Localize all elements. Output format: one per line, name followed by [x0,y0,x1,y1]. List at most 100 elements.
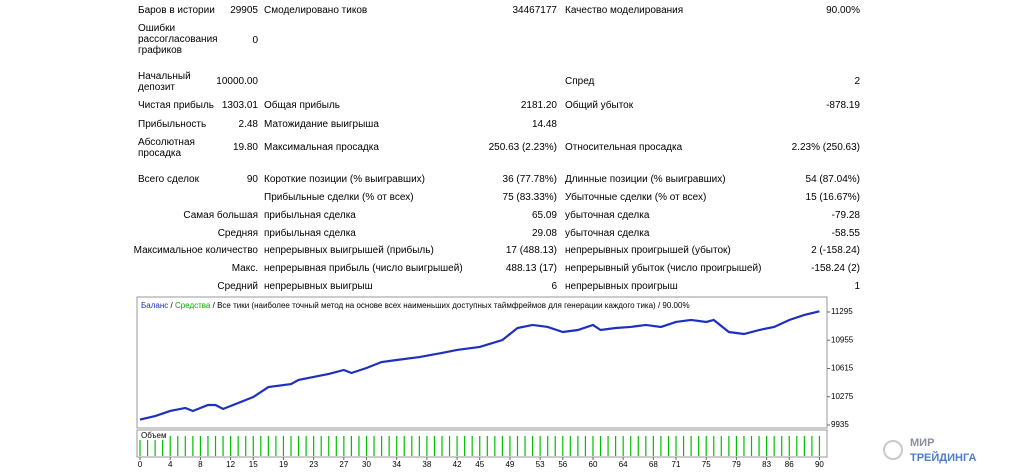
row-label: непрерывных выигрыш [264,281,373,292]
x-tick-label: 56 [558,460,567,469]
row-value: 36 (77.78%) [502,174,557,185]
y-tick-label: 9935 [831,420,849,429]
row-value: 19.80 [232,142,258,153]
row-label: Смоделировано тиков [264,5,368,16]
x-tick-label: 60 [589,460,598,469]
row-value: -58.55 [831,228,860,239]
row-group: Средняя [217,228,258,239]
brand-line2: ТРЕЙДИНГА [910,451,977,464]
row-label: Абсолютная просадка [138,137,195,159]
row-value: 34467177 [512,5,558,16]
x-tick-label: 86 [785,460,794,469]
row-label: непрерывный убыток (число проигрышей) [565,263,762,274]
row-label: непрерывных выигрышей (прибыль) [264,245,434,256]
x-tick-label: 27 [339,460,348,469]
row-label: Чистая прибыль [138,100,214,111]
x-tick-label: 42 [453,460,462,469]
x-tick-label: 38 [422,460,431,469]
row-group: Макс. [231,263,258,274]
row-value: 90.00% [826,5,860,16]
row-value: 2 [854,76,860,87]
row-label: Относительная просадка [565,142,683,153]
x-tick-label: 23 [309,460,318,469]
x-tick-label: 68 [649,460,658,469]
x-tick-label: 8 [198,460,203,469]
row-value: 75 (83.33%) [502,192,557,203]
y-tick-label: 10955 [831,335,854,344]
row-value: 2 (-158.24) [811,245,860,256]
x-tick-label: 12 [226,460,235,469]
brand-icon [883,440,903,460]
row-value: 250.63 (2.23%) [488,142,557,153]
volume-label: Объем [141,431,167,440]
row-label: Баров в истории [138,5,215,16]
legend-balance: Баланс [141,301,168,310]
row-value: 65.09 [531,210,557,221]
x-tick-label: 90 [815,460,824,469]
row-label: Спред [565,76,595,87]
row-value: 6 [551,281,557,292]
legend-separator: / [658,301,661,310]
legend: Баланс / Средства / Все тики (наиболее т… [141,301,690,310]
row-label: убыточная сделка [565,228,650,239]
row-value: 0 [252,35,258,46]
row-label: Общая прибыль [264,100,341,111]
row-label: Прибыльные сделки (% от всех) [264,192,414,203]
x-tick-label: 45 [475,460,484,469]
volume-label-bg [139,431,169,440]
x-tick-label: 0 [138,460,143,469]
row-label: Матожидание выигрыша [264,119,379,130]
legend-separator: / [213,301,216,310]
x-tick-label: 71 [672,460,681,469]
row-value: 29.08 [531,228,557,239]
volume-frame [136,429,828,458]
legend-equity: Средства [175,301,211,310]
y-tick-label: 10615 [831,364,854,373]
row-label: Всего сделок [138,174,199,185]
legend-separator: / [170,301,173,310]
row-label: Качество моделирования [565,5,684,16]
x-tick-label: 19 [279,460,288,469]
row-value: 90 [246,174,258,185]
x-tick-label: 30 [362,460,371,469]
x-tick-label: 75 [702,460,711,469]
x-tick-label: 4 [168,460,173,469]
row-label: Ошибки рассогласования графиков [138,23,218,56]
row-label: прибыльная сделка [264,228,356,239]
row-label: непрерывная прибыль (число выигрышей) [264,263,463,274]
x-tick-label: 49 [505,460,514,469]
row-value: 54 (87.04%) [805,174,860,185]
row-label: Длинные позиции (% выигравших) [565,174,726,185]
x-tick-label: 83 [762,460,771,469]
row-value: 2.23% (250.63) [791,142,860,153]
row-group: Средний [217,281,258,292]
row-value: 2181.20 [520,100,557,111]
chart-frame [136,296,828,429]
x-tick-label: 34 [392,460,401,469]
row-value: 17 (488.13) [505,245,557,256]
row-value: 1 [854,281,860,292]
row-value: 488.13 (17) [505,263,557,274]
row-label: Прибыльность [138,119,207,130]
x-tick-label: 64 [619,460,628,469]
row-label: непрерывных проигрыш [565,281,678,292]
x-tick-label: 15 [249,460,258,469]
row-label: непрерывных проигрышей (убыток) [565,245,731,256]
y-tick-label: 10275 [831,392,854,401]
brand-line1: МИР [910,437,934,449]
row-label: Начальный депозит [138,71,191,93]
row-value: 14.48 [531,119,557,130]
row-value: 1303.01 [221,100,258,111]
row-group: Максимальное количество [133,245,258,256]
row-group: Самая большая [183,210,258,221]
row-label: убыточная сделка [565,210,650,221]
legend-info: Все тики (наиболее точный метод на основ… [217,301,656,310]
balance-line [139,310,820,421]
row-label: Максимальная просадка [264,142,379,153]
row-value: -158.24 (2) [811,263,860,274]
legend-quality: 90.00% [662,301,689,310]
row-value: 2.48 [238,119,258,130]
row-label: Короткие позиции (% выигравших) [264,174,425,185]
row-value: 29905 [230,5,258,16]
